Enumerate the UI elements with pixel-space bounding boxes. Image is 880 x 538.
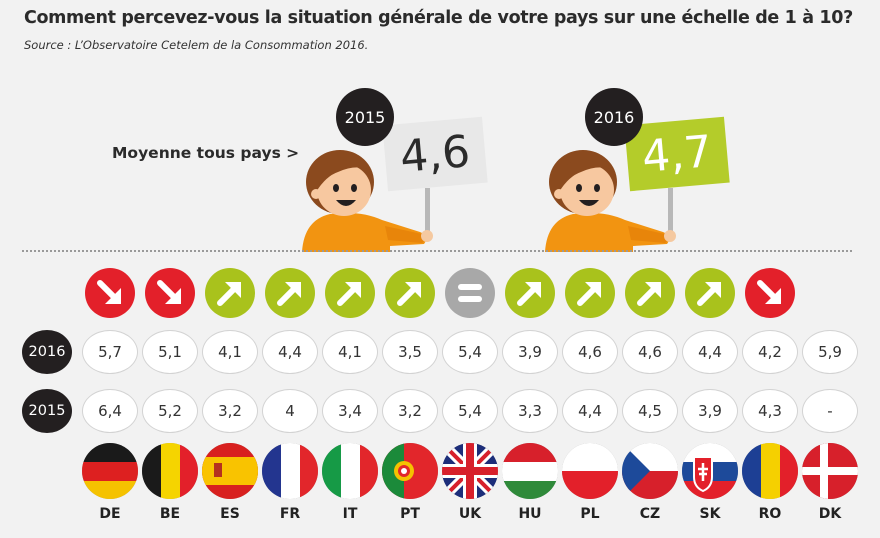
value-2015-fr: 4	[262, 389, 318, 433]
trend-up-arrow-icon	[385, 268, 435, 318]
value-2016-pl: 4,6	[562, 330, 618, 374]
flag-fr-icon	[262, 443, 318, 499]
year-badge-2015: 2015	[336, 88, 394, 146]
value-2016-it: 4,1	[322, 330, 378, 374]
country-code-fr: FR	[279, 506, 301, 522]
value-2015-sk: 3,9	[682, 389, 738, 433]
flag-sk-icon	[682, 443, 738, 499]
country-code-de: DE	[99, 506, 121, 522]
flag-be-icon	[142, 443, 198, 499]
source-note: Source : L’Observatoire Cetelem de la Co…	[24, 38, 369, 52]
year-badge-2016: 2016	[585, 88, 643, 146]
flag-es-icon	[202, 443, 258, 499]
country-code-ro: RO	[758, 506, 782, 522]
trend-down-arrow-icon	[85, 268, 135, 318]
value-2016-dk: 5,9	[802, 330, 858, 374]
row-label-2016: 2016	[22, 330, 72, 374]
country-code-dk: DK	[818, 506, 842, 522]
value-2016-cz: 4,6	[622, 330, 678, 374]
country-code-hu: HU	[518, 506, 542, 522]
flag-hu-icon	[502, 443, 558, 499]
separator-line	[22, 250, 852, 252]
trend-up-arrow-icon	[625, 268, 675, 318]
flag-uk-icon	[442, 443, 498, 499]
value-2015-it: 3,4	[322, 389, 378, 433]
value-2016-uk: 5,4	[442, 330, 498, 374]
trend-up-arrow-icon	[685, 268, 735, 318]
country-code-sk: SK	[699, 506, 721, 522]
flag-it-icon	[322, 443, 378, 499]
value-2015-be: 5,2	[142, 389, 198, 433]
value-2016-hu: 3,9	[502, 330, 558, 374]
average-value-2016: 4,7	[639, 125, 715, 183]
country-code-cz: CZ	[639, 506, 661, 522]
country-code-es: ES	[220, 506, 240, 522]
country-code-pl: PL	[580, 506, 600, 522]
trend-up-arrow-icon	[565, 268, 615, 318]
character-2016-illustration	[545, 150, 676, 252]
value-2015-cz: 4,5	[622, 389, 678, 433]
value-2015-ro: 4,3	[742, 389, 798, 433]
value-2016-sk: 4,4	[682, 330, 738, 374]
trend-equal-icon	[445, 268, 495, 318]
country-code-be: BE	[159, 506, 181, 522]
value-2016-fr: 4,4	[262, 330, 318, 374]
value-2016-pt: 3,5	[382, 330, 438, 374]
value-2015-uk: 5,4	[442, 389, 498, 433]
value-2015-dk: -	[802, 389, 858, 433]
flag-dk-icon	[802, 443, 858, 499]
trend-up-arrow-icon	[205, 268, 255, 318]
flag-cz-icon	[622, 443, 678, 499]
country-code-it: IT	[342, 506, 358, 522]
character-2015-illustration	[302, 150, 433, 252]
trend-up-arrow-icon	[265, 268, 315, 318]
value-2016-ro: 4,2	[742, 330, 798, 374]
value-2016-be: 5,1	[142, 330, 198, 374]
value-2015-de: 6,4	[82, 389, 138, 433]
average-sign-2015: 4,6	[382, 116, 488, 192]
flag-de-icon	[82, 443, 138, 499]
flag-pt-icon	[382, 443, 438, 499]
trend-up-arrow-icon	[505, 268, 555, 318]
value-2016-de: 5,7	[82, 330, 138, 374]
value-2015-hu: 3,3	[502, 389, 558, 433]
average-label: Moyenne tous pays >	[112, 144, 300, 162]
country-code-pt: PT	[400, 506, 420, 522]
trend-down-arrow-icon	[745, 268, 795, 318]
trend-up-arrow-icon	[325, 268, 375, 318]
trend-down-arrow-icon	[145, 268, 195, 318]
flag-ro-icon	[742, 443, 798, 499]
chart-title: Comment percevez-vous la situation génér…	[24, 8, 853, 28]
row-label-2015: 2015	[22, 389, 72, 433]
value-2015-pl: 4,4	[562, 389, 618, 433]
average-value-2015: 4,6	[397, 125, 473, 183]
value-2015-es: 3,2	[202, 389, 258, 433]
flag-pl-icon	[562, 443, 618, 499]
value-2016-es: 4,1	[202, 330, 258, 374]
country-code-uk: UK	[458, 506, 482, 522]
value-2015-pt: 3,2	[382, 389, 438, 433]
